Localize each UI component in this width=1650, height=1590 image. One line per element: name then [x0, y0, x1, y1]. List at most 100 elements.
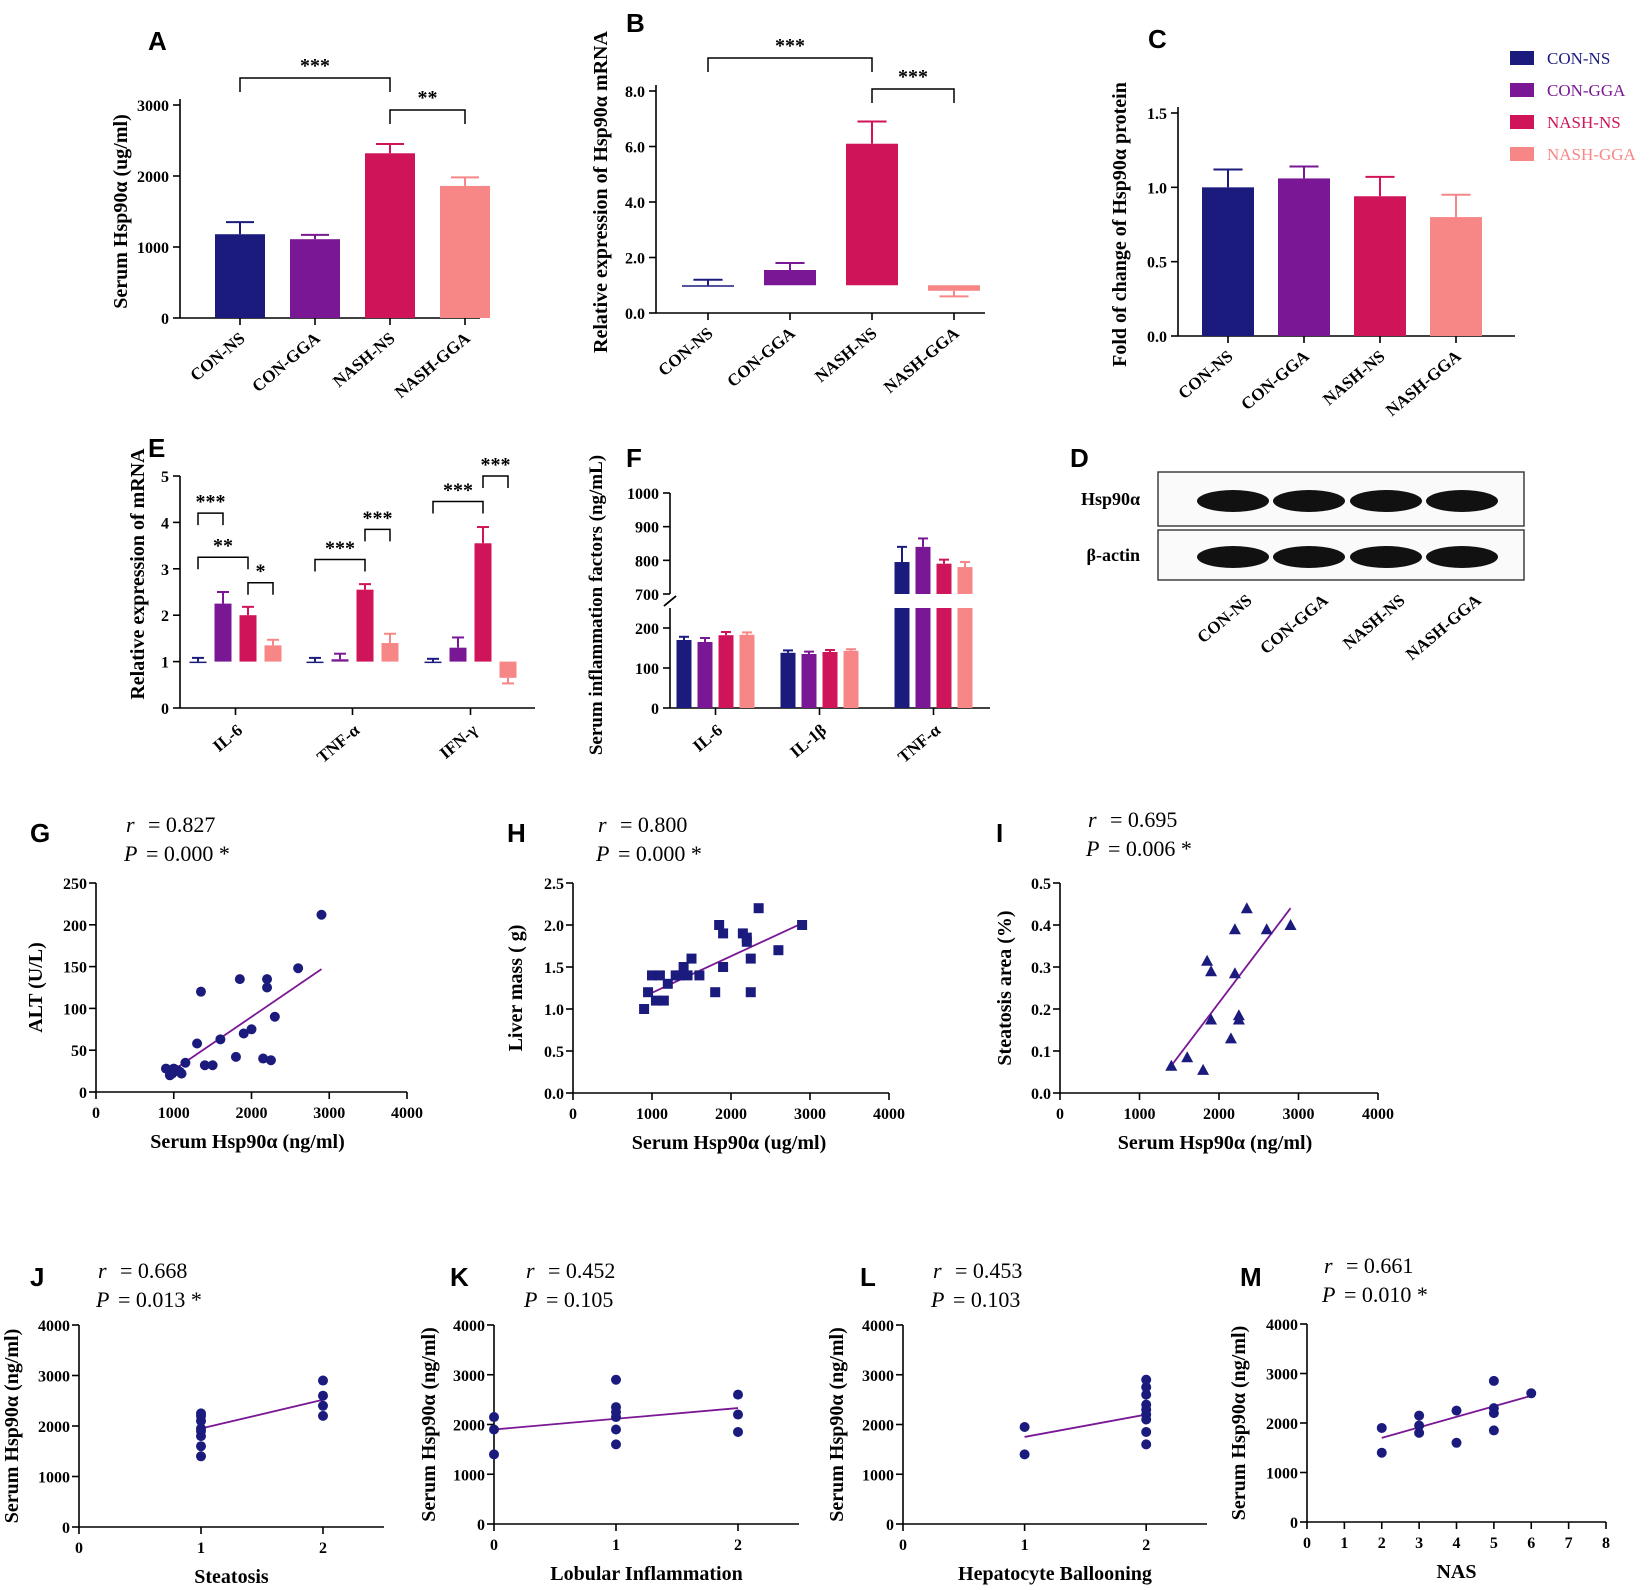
y-tick-label: 4000 [1266, 1317, 1298, 1334]
data-point [1228, 923, 1241, 935]
data-point [1451, 1437, 1462, 1448]
blot-row-label: Hsp90α [1081, 489, 1140, 509]
data-point [238, 1028, 249, 1039]
panel-D-blot: D Hsp90α β-actin CON-NS CON-GGA NASH-NSNASH-G… [1070, 443, 1525, 664]
panel-label: A [148, 26, 167, 56]
y-tick-label: 2000 [453, 1418, 485, 1435]
data-point [246, 1024, 257, 1035]
x-tick-label: NASH-NS [1319, 347, 1388, 410]
y-tick-label: 2 [161, 608, 169, 625]
bar-con-gga [1278, 178, 1330, 336]
x-tick-label: CON-NS [654, 324, 716, 380]
y-tick-label: 2000 [137, 169, 169, 186]
bar-con-ns [676, 640, 692, 708]
legend: CON-NS CON-GGA NASH-NS NASH-GGA [1510, 49, 1637, 164]
significance-bracket [364, 528, 391, 542]
bar-con-ns [215, 234, 265, 318]
y-tick-label: 250 [63, 876, 87, 893]
x-tick-label: 1 [1021, 1537, 1029, 1554]
bar-nash-ns [474, 543, 492, 662]
data-point [718, 928, 729, 939]
axis-break-mark [663, 595, 677, 607]
data-point [674, 970, 685, 981]
y-tick-label: 50 [71, 1043, 87, 1060]
panel-label: L [860, 1262, 876, 1292]
r-symbol: r [1088, 807, 1097, 832]
p-symbol: P [1085, 836, 1099, 861]
y-tick-label: 3000 [453, 1368, 485, 1385]
significance-marker: * [256, 561, 266, 583]
data-point [678, 962, 689, 972]
data-point [733, 1426, 743, 1437]
panel-label: K [450, 1262, 469, 1292]
y-tick-label: 1000 [862, 1467, 894, 1484]
data-point [1224, 1032, 1237, 1044]
data-point [694, 970, 705, 981]
x-tick-label: CON-GGA [723, 323, 799, 391]
regression-line [1024, 1413, 1147, 1438]
data-point [1181, 1051, 1194, 1063]
blot-band [1197, 546, 1269, 568]
bar-con-gga [697, 642, 713, 708]
significance-bracket [389, 109, 466, 124]
data-point [176, 1068, 187, 1079]
p-value: = 0.006 * [1108, 836, 1192, 861]
blot-band [1197, 490, 1269, 512]
y-tick-label: 3 [161, 562, 169, 579]
x-tick-label: CON-GGA [248, 328, 324, 396]
bar-nash-ns [718, 635, 734, 708]
data-point [710, 987, 721, 998]
x-tick-label: TNF-α [313, 720, 363, 766]
x-tick-label: IL-6 [689, 721, 726, 756]
data-point [650, 995, 661, 1006]
bar-nash-gga-lower [957, 608, 973, 708]
data-point [733, 1409, 743, 1420]
data-point [196, 1423, 206, 1434]
significance-bracket [871, 88, 955, 103]
y-tick-label: 2.5 [544, 876, 564, 893]
x-tick-label: 1 [612, 1537, 620, 1554]
significance-bracket [197, 556, 249, 570]
data-point [643, 987, 654, 998]
data-point [1141, 1426, 1152, 1437]
legend-swatch [1510, 83, 1534, 97]
blot-band [1426, 546, 1498, 568]
r-value: = 0.453 [955, 1258, 1022, 1283]
p-value: = 0.000 * [618, 841, 702, 866]
data-point [1197, 1063, 1210, 1075]
x-tick-label: 3000 [1283, 1106, 1315, 1123]
x-tick-label: 2 [1142, 1537, 1150, 1554]
x-tick-label: 3000 [313, 1105, 345, 1122]
r-value: = 0.661 [1346, 1253, 1413, 1278]
x-axis-title: Serum Hsp90α (ug/ml) [632, 1132, 827, 1154]
y-tick-label: 0.5 [1031, 876, 1051, 893]
significance-marker: *** [898, 66, 928, 88]
y-tick-label: 2.0 [544, 918, 564, 935]
panel-C: C 0.0 0.5 1.0 1.5 CON-NS CON-GGA NASH-NSNASH-GG… [1109, 24, 1515, 420]
significance-marker: ** [418, 87, 438, 109]
data-point [733, 1389, 743, 1400]
panel-label: E [148, 433, 165, 463]
r-symbol: r [526, 1258, 535, 1283]
bar-con-ns [682, 285, 734, 287]
x-tick-label: IFN-γ [436, 720, 481, 762]
panel-label: G [30, 818, 50, 848]
data-point [230, 1051, 241, 1062]
x-tick-label: 0 [899, 1537, 907, 1554]
data-point [718, 962, 729, 972]
x-tick-label: IL-1β [786, 720, 830, 761]
x-tick-label: 1000 [636, 1106, 668, 1123]
y-tick-label: 100 [635, 661, 659, 678]
x-tick-label: 5 [1490, 1535, 1498, 1552]
significance-marker: *** [775, 35, 805, 57]
y-tick-label: 1000 [137, 240, 169, 257]
significance-marker: *** [443, 480, 473, 502]
x-tick-label: 4 [1453, 1535, 1461, 1552]
significance-marker: *** [363, 507, 393, 529]
p-value: = 0.103 [953, 1287, 1020, 1312]
y-tick-label: 4000 [453, 1318, 485, 1335]
legend-label: CON-GGA [1547, 81, 1626, 100]
bar-nash-ns [365, 153, 415, 318]
